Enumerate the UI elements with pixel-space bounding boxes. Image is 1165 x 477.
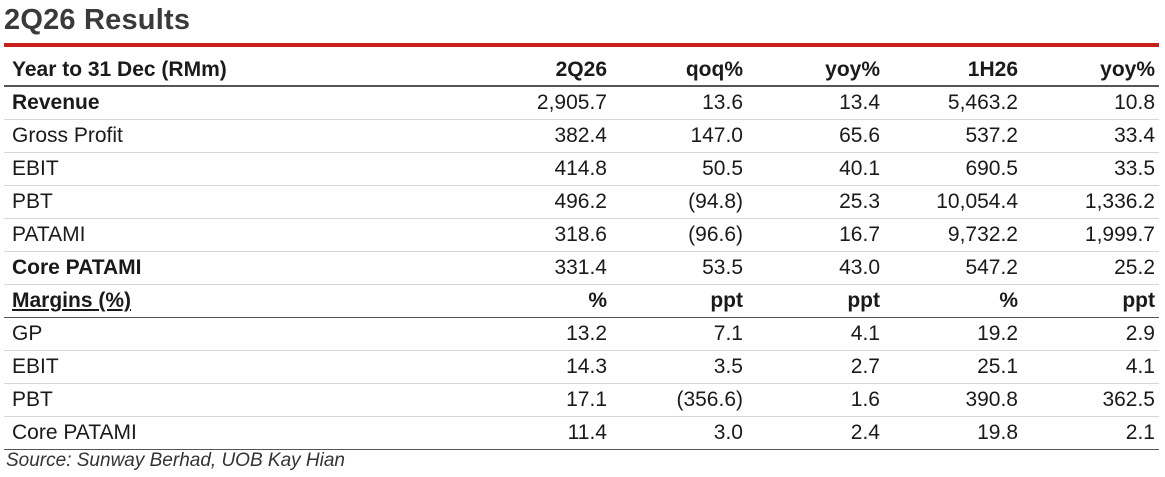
margin-row: PBT 17.1 (356.6) 1.6 390.8 362.5 [4,383,1159,417]
table-cell: 362.5 [1022,383,1159,417]
margin-row: Core PATAMI 11.4 3.0 2.4 19.8 2.1 [4,416,1159,450]
table-cell: 7.1 [611,317,747,351]
table-cell: 3.5 [611,350,747,384]
table-cell: 537.2 [884,119,1022,153]
margin-row: GP 13.2 7.1 4.1 19.2 2.9 [4,317,1159,351]
table-row: EBIT 414.8 50.5 40.1 690.5 33.5 [4,152,1159,186]
table-cell: 10,054.4 [884,185,1022,219]
margins-header-row: Margins (%) % ppt ppt % ppt [4,284,1159,318]
row-label: EBIT [4,350,384,384]
row-label: PBT [4,383,384,417]
table-cell: (96.6) [611,218,747,252]
table-cell: 2.1 [1022,416,1159,450]
table-row: Core PATAMI 331.4 53.5 43.0 547.2 25.2 [4,251,1159,285]
table-cell: 16.7 [747,218,884,252]
table-row: PATAMI 318.6 (96.6) 16.7 9,732.2 1,999.7 [4,218,1159,252]
table-cell: 4.1 [747,317,884,351]
row-label: PBT [4,185,384,219]
table-cell: 4.1 [1022,350,1159,384]
table-cell: 13.6 [611,86,747,120]
table-cell: 690.5 [884,152,1022,186]
row-label: Core PATAMI [4,416,384,450]
table-header-row: Year to 31 Dec (RMm) 2Q26 qoq% yoy% 1H26… [4,55,1159,87]
table-cell: 147.0 [611,119,747,153]
table-cell: 318.6 [384,218,611,252]
table-cell: 25.3 [747,185,884,219]
column-header: yoy% [747,55,884,87]
table-cell: 10.8 [1022,86,1159,120]
margins-label-text: Margins (%) [12,289,132,312]
header-label: Year to 31 Dec (RMm) [4,55,384,87]
table-cell: 2.7 [747,350,884,384]
table-cell: 382.4 [384,119,611,153]
row-label: Gross Profit [4,119,384,153]
unit-header: ppt [747,284,884,318]
table-cell: 19.8 [884,416,1022,450]
table-row: Gross Profit 382.4 147.0 65.6 537.2 33.4 [4,119,1159,153]
table-cell: 3.0 [611,416,747,450]
table-cell: 2.9 [1022,317,1159,351]
row-label: EBIT [4,152,384,186]
table-cell: 11.4 [384,416,611,450]
row-label: Core PATAMI [4,251,384,285]
table-cell: 14.3 [384,350,611,384]
row-label: PATAMI [4,218,384,252]
margin-row: EBIT 14.3 3.5 2.7 25.1 4.1 [4,350,1159,384]
table-row: Revenue 2,905.7 13.6 13.4 5,463.2 10.8 [4,86,1159,120]
table-cell: 13.4 [747,86,884,120]
table-cell: 33.4 [1022,119,1159,153]
unit-header: % [884,284,1022,318]
table-row: PBT 496.2 (94.8) 25.3 10,054.4 1,336.2 [4,185,1159,219]
unit-header: % [384,284,611,318]
table-cell: 331.4 [384,251,611,285]
table-cell: 1.6 [747,383,884,417]
unit-header: ppt [611,284,747,318]
table-cell: 1,999.7 [1022,218,1159,252]
table-cell: 547.2 [884,251,1022,285]
title-divider [4,43,1159,47]
table-cell: 414.8 [384,152,611,186]
row-label: GP [4,317,384,351]
table-cell: 65.6 [747,119,884,153]
row-label: Revenue [4,86,384,120]
source-note: Source: Sunway Berhad, UOB Kay Hian [6,450,346,471]
table-cell: 496.2 [384,185,611,219]
table-cell: 17.1 [384,383,611,417]
table-cell: 25.1 [884,350,1022,384]
table-cell: 33.5 [1022,152,1159,186]
table-cell: 2,905.7 [384,86,611,120]
table-cell: 13.2 [384,317,611,351]
table-cell: 9,732.2 [884,218,1022,252]
unit-header: ppt [1022,284,1159,318]
table-cell: 53.5 [611,251,747,285]
column-header: yoy% [1022,55,1159,87]
table-cell: 50.5 [611,152,747,186]
table-cell: 43.0 [747,251,884,285]
margins-label: Margins (%) [4,284,384,318]
column-header: 2Q26 [384,55,611,87]
table-cell: (94.8) [611,185,747,219]
table-cell: 25.2 [1022,251,1159,285]
column-header: qoq% [611,55,747,87]
table-cell: (356.6) [611,383,747,417]
page-title: 2Q26 Results [4,4,191,36]
results-table: Year to 31 Dec (RMm) 2Q26 qoq% yoy% 1H26… [4,55,1159,450]
table-cell: 19.2 [884,317,1022,351]
table-cell: 1,336.2 [1022,185,1159,219]
column-header: 1H26 [884,55,1022,87]
table-cell: 2.4 [747,416,884,450]
table-cell: 390.8 [884,383,1022,417]
table-cell: 40.1 [747,152,884,186]
table-cell: 5,463.2 [884,86,1022,120]
